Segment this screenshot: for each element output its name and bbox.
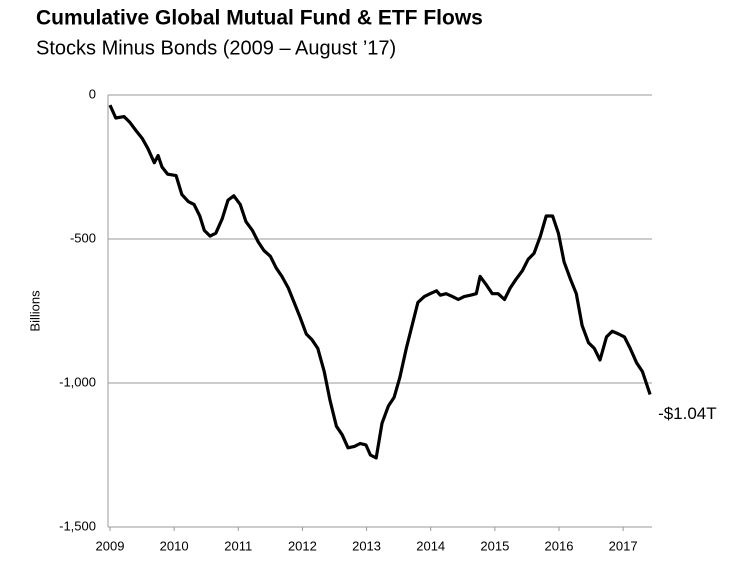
x-tick-label: 2016: [545, 538, 574, 553]
x-tick-label: 2012: [288, 538, 317, 553]
data-line: [108, 104, 652, 460]
x-tick-label: 2013: [352, 538, 381, 553]
x-tick-label: 2010: [160, 538, 189, 553]
y-tick-label: 0: [89, 86, 96, 101]
x-tick-label: 2015: [480, 538, 509, 553]
x-tick-label: 2011: [224, 538, 252, 553]
x-tick-label: 2009: [96, 538, 125, 553]
y-tick-label: -1,500: [59, 518, 96, 533]
chart-title: Cumulative Global Mutual Fund & ETF Flow…: [36, 7, 483, 30]
annotation: -$1.04T: [658, 404, 717, 423]
x-tick-label: 2014: [416, 538, 445, 553]
y-axis-label: Billions: [27, 290, 42, 332]
y-tick-label: -500: [70, 230, 96, 245]
chart-subtitle: Stocks Minus Bonds (2009 – August ’17): [36, 37, 396, 59]
x-tick-label: 2017: [609, 538, 638, 553]
y-tick-label: -1,000: [59, 374, 96, 389]
